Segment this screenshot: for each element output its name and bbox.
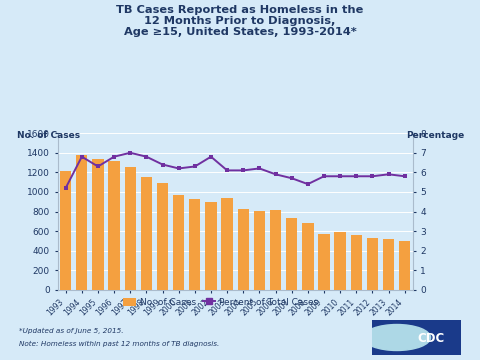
Bar [238, 208, 249, 290]
Legend: No. of Cases, Percent of Total Cases: No. of Cases, Percent of Total Cases [120, 294, 322, 310]
Text: Age ≥15, United States, 1993-2014*: Age ≥15, United States, 1993-2014* [124, 27, 356, 37]
Bar [335, 231, 346, 290]
Bar [286, 219, 298, 290]
Bar [157, 183, 168, 290]
Bar [92, 159, 104, 290]
Bar [173, 195, 184, 290]
Bar [383, 239, 394, 290]
Bar [318, 234, 330, 290]
Text: 12 Months Prior to Diagnosis,: 12 Months Prior to Diagnosis, [144, 16, 336, 26]
Bar [350, 235, 362, 290]
Text: No. of Cases: No. of Cases [17, 130, 80, 139]
Text: Percentage: Percentage [407, 130, 465, 139]
FancyBboxPatch shape [368, 319, 465, 356]
Text: TB Cases Reported as Homeless in the: TB Cases Reported as Homeless in the [116, 5, 364, 15]
Circle shape [363, 324, 431, 351]
Bar [125, 167, 136, 290]
Bar [221, 198, 233, 290]
Bar [141, 177, 152, 290]
Bar [76, 155, 87, 290]
Bar [367, 238, 378, 290]
Text: Note: Homeless within past 12 months of TB diagnosis.: Note: Homeless within past 12 months of … [19, 341, 219, 347]
Bar [254, 211, 265, 290]
Bar [270, 210, 281, 290]
Bar [205, 202, 216, 290]
Bar [302, 223, 313, 290]
Text: CDC: CDC [418, 332, 445, 345]
Bar [399, 241, 410, 290]
Text: *Updated as of June 5, 2015.: *Updated as of June 5, 2015. [19, 328, 124, 334]
Bar [108, 161, 120, 290]
Bar [60, 171, 72, 290]
Bar [189, 199, 201, 290]
